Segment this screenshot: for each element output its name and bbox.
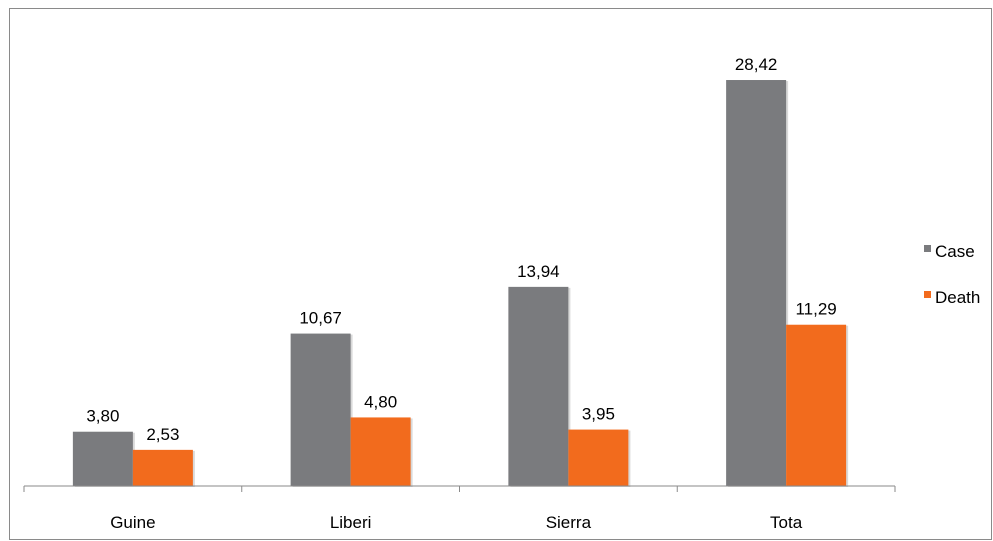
x-tick-label-tota: Tota (770, 513, 803, 532)
x-tick-label-liberi: Liberi (330, 513, 372, 532)
bar-case-sierra (508, 286, 569, 486)
bar-case-tota (726, 80, 787, 487)
data-label-case-tota: 28,42 (735, 55, 778, 74)
x-tick-label-guine: Guine (110, 513, 155, 532)
data-label-death-liberi: 4,80 (364, 392, 397, 411)
bar-death-tota (786, 324, 847, 486)
legend-label-case: Case (935, 242, 975, 261)
data-label-case-guine: 3,80 (86, 407, 119, 426)
data-label-death-tota: 11,29 (795, 300, 836, 319)
bar-death-sierra (568, 429, 629, 486)
data-label-case-liberi: 10,67 (299, 309, 342, 328)
data-label-death-guine: 2,53 (146, 425, 179, 444)
legend: Case Death (924, 242, 980, 307)
bar-death-liberi (350, 417, 411, 486)
bar-case-guine (72, 431, 133, 486)
x-axis: Guine Liberi Sierra Tota (23, 485, 896, 532)
bar-death-guine (132, 449, 193, 486)
legend-swatch-case (924, 245, 931, 252)
data-label-death-sierra: 3,95 (582, 405, 615, 424)
data-label-case-sierra: 13,94 (517, 262, 560, 281)
legend-swatch-death (924, 291, 931, 298)
bar-case-liberi (290, 333, 351, 486)
bars-layer (72, 80, 849, 488)
x-tick-label-sierra: Sierra (546, 513, 592, 532)
data-labels: 3,80 2,53 10,67 4,80 13,94 3,95 28,42 11,29 (86, 55, 836, 444)
legend-label-death: Death (935, 288, 980, 307)
